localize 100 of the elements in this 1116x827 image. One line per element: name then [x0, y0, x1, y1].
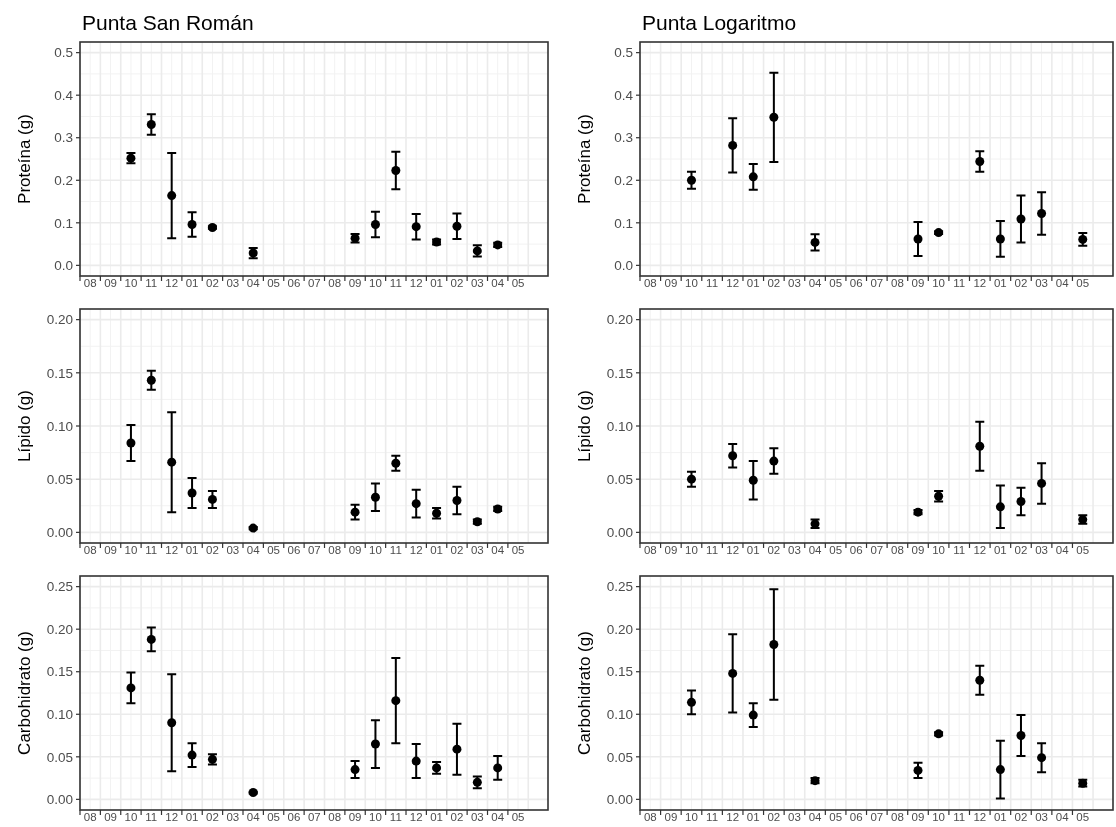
y-tick-label: 0.10: [46, 707, 73, 722]
x-tick-label: 11: [389, 544, 402, 556]
x-tick-label: 04: [246, 277, 261, 289]
y-tick-label: 0.05: [46, 749, 73, 765]
x-tick-label: 08: [643, 811, 657, 823]
point: [167, 457, 177, 467]
y-tick-label: 0.00: [606, 525, 633, 541]
x-tick-label: 11: [145, 544, 158, 556]
x-tick-label: 02: [450, 277, 464, 289]
x-tick-label: 05: [1076, 277, 1090, 289]
x-tick-label: 07: [307, 544, 321, 556]
x-tick-label: 02: [206, 811, 219, 823]
point: [748, 710, 758, 720]
x-tick-label: 06: [849, 811, 863, 823]
x-tick-label: 08: [328, 811, 342, 823]
y-tick-label: 0.25: [46, 579, 73, 595]
point: [810, 237, 820, 247]
x-tick-label: 04: [1055, 811, 1070, 823]
x-tick-label: 12: [409, 544, 423, 556]
point: [913, 234, 923, 244]
x-tick-label: 04: [808, 811, 823, 823]
y-tick-label: 0.00: [606, 792, 633, 808]
point: [452, 495, 462, 505]
x-tick-label: 01: [746, 544, 760, 556]
point: [1016, 214, 1026, 224]
x-tick-label: 10: [932, 544, 945, 556]
x-tick-label: 11: [706, 811, 719, 823]
point: [975, 675, 985, 685]
y-tick-label: 0.10: [606, 418, 633, 434]
x-tick-label: 08: [83, 811, 97, 823]
x-tick-label: 01: [993, 544, 1007, 556]
x-tick-label: 03: [1035, 811, 1048, 823]
point: [748, 475, 758, 485]
x-tick-label: 07: [307, 811, 321, 823]
x-tick-label: 12: [973, 811, 987, 823]
x-tick-label: 08: [891, 544, 904, 556]
point: [1037, 478, 1047, 488]
y-tick-label: 0.20: [46, 312, 73, 328]
point: [769, 456, 779, 466]
x-tick-label: 03: [788, 544, 801, 556]
y-axis-title: Carbohidrato (g): [15, 631, 34, 755]
y-tick-label: 0.20: [46, 621, 73, 637]
x-tick-label: 10: [369, 277, 382, 289]
x-tick-label: 03: [226, 811, 240, 823]
x-tick-label: 01: [746, 811, 760, 823]
x-tick-label: 12: [165, 544, 179, 556]
point: [452, 221, 462, 231]
x-tick-label: 08: [328, 544, 342, 556]
x-tick-label: 04: [246, 544, 261, 556]
x-tick-label: 08: [891, 277, 904, 289]
x-tick-label: 09: [664, 277, 678, 289]
y-tick-label: 0.5: [614, 45, 633, 61]
x-tick-label: 10: [369, 811, 382, 823]
y-tick-label: 0.20: [606, 312, 633, 328]
x-tick-label: 01: [430, 277, 443, 289]
x-tick-label: 02: [450, 811, 464, 823]
x-tick-label: 09: [911, 277, 925, 289]
point: [1016, 731, 1026, 741]
x-tick-label: 12: [726, 811, 740, 823]
x-tick-label: 08: [891, 811, 904, 823]
x-tick-label: 05: [829, 277, 843, 289]
x-tick-label: 09: [104, 811, 117, 823]
x-tick-label: 01: [430, 544, 443, 556]
x-tick-label: 05: [1076, 811, 1090, 823]
x-tick-label: 10: [369, 544, 382, 556]
point: [686, 175, 696, 185]
x-tick-label: 05: [1076, 544, 1090, 556]
x-tick-label: 11: [145, 811, 158, 823]
x-tick-label: 09: [104, 544, 117, 556]
x-tick-label: 01: [185, 277, 199, 289]
x-tick-label: 05: [511, 811, 525, 823]
point: [391, 696, 401, 706]
x-tick-label: 08: [83, 544, 97, 556]
y-tick-label: 0.2: [614, 173, 633, 188]
x-tick-label: 09: [664, 811, 678, 823]
x-tick-label: 04: [491, 544, 505, 556]
x-tick-label: 02: [767, 811, 781, 823]
y-tick-label: 0.00: [46, 525, 73, 541]
point: [370, 220, 380, 230]
point: [728, 668, 738, 678]
point: [913, 765, 923, 775]
point: [411, 222, 421, 232]
point: [728, 140, 738, 150]
x-tick-label: 01: [746, 277, 760, 289]
x-tick-label: 04: [808, 277, 823, 289]
point: [167, 191, 177, 201]
x-tick-label: 05: [267, 544, 280, 556]
y-tick-label: 0.1: [54, 215, 73, 231]
y-tick-label: 0.25: [606, 579, 633, 595]
x-tick-label: 10: [685, 811, 698, 823]
y-tick-label: 0.3: [614, 130, 633, 146]
x-tick-label: 05: [829, 544, 843, 556]
x-tick-label: 03: [1035, 277, 1048, 289]
point: [769, 640, 779, 649]
x-tick-label: 07: [870, 544, 884, 556]
x-tick-label: 02: [1014, 811, 1028, 823]
x-tick-label: 05: [511, 544, 525, 556]
y-tick-label: 0.4: [614, 87, 634, 103]
x-tick-label: 07: [307, 277, 321, 289]
y-axis-title: Proteína (g): [575, 114, 594, 204]
